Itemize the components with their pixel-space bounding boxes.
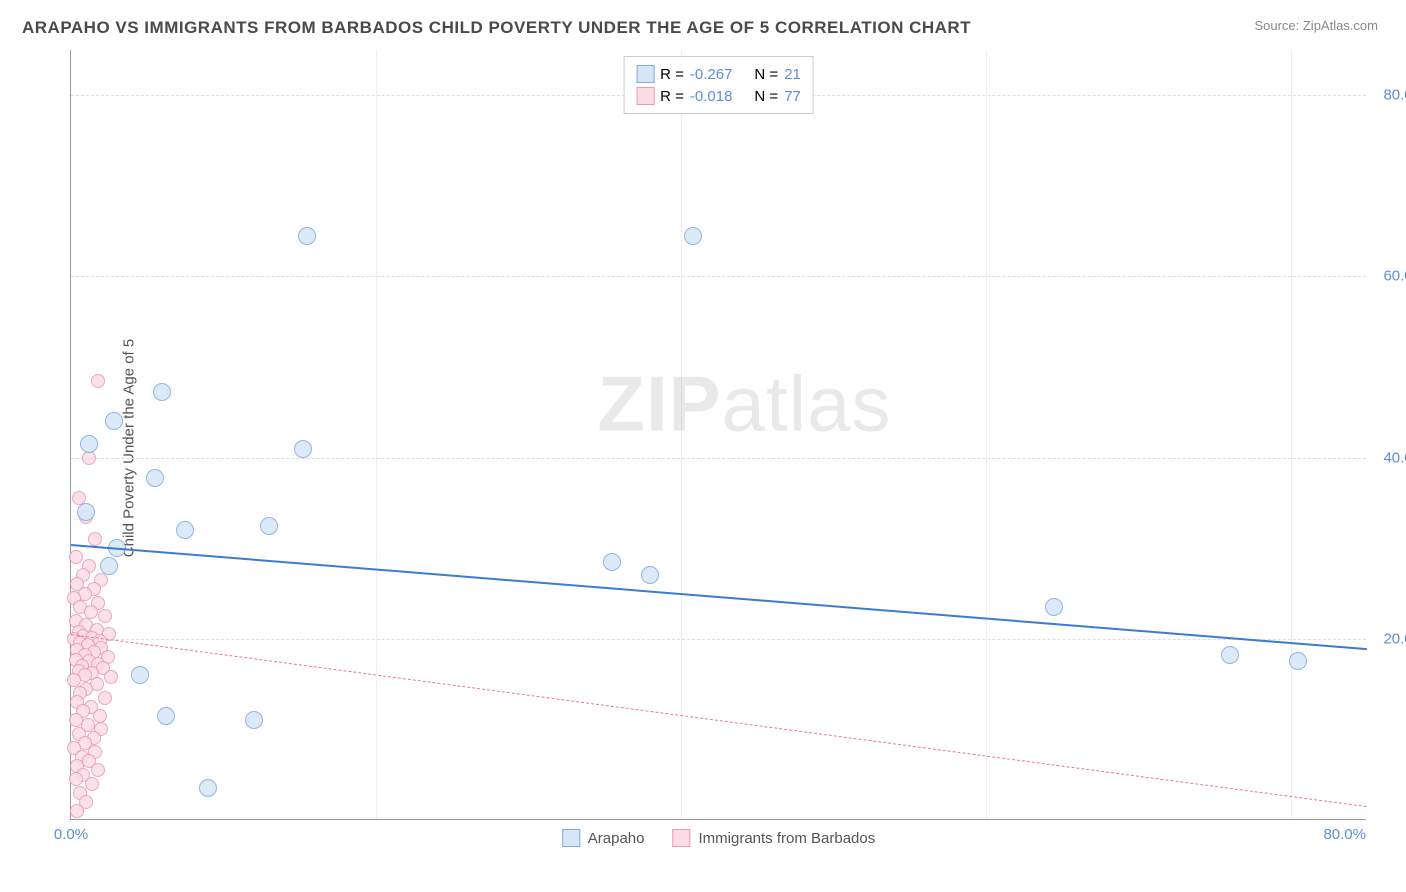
scatter-point-arapaho xyxy=(77,503,95,521)
legend-swatch-barbados xyxy=(672,829,690,847)
swatch-arapaho xyxy=(636,65,654,83)
scatter-point-arapaho xyxy=(1289,652,1307,670)
n-label-b: N = xyxy=(754,88,778,105)
r-label-a: R = xyxy=(660,66,684,83)
scatter-point-arapaho xyxy=(260,517,278,535)
scatter-point-barbados xyxy=(84,605,98,619)
legend-label-barbados: Immigrants from Barbados xyxy=(698,830,875,847)
chart-title: ARAPAHO VS IMMIGRANTS FROM BARBADOS CHIL… xyxy=(22,18,971,38)
gridline xyxy=(71,639,1366,640)
series-legend: Arapaho Immigrants from Barbados xyxy=(562,829,875,847)
scatter-point-barbados xyxy=(67,673,81,687)
scatter-point-barbados xyxy=(70,804,84,818)
y-tick-label: 20.0% xyxy=(1383,630,1406,647)
scatter-point-arapaho xyxy=(153,383,171,401)
scatter-point-barbados xyxy=(104,670,118,684)
legend-swatch-arapaho xyxy=(562,829,580,847)
y-tick-label: 40.0% xyxy=(1383,449,1406,466)
scatter-point-arapaho xyxy=(131,666,149,684)
scatter-point-arapaho xyxy=(157,707,175,725)
scatter-point-barbados xyxy=(98,609,112,623)
watermark: ZIPatlas xyxy=(597,358,891,449)
scatter-point-arapaho xyxy=(245,711,263,729)
y-tick-label: 60.0% xyxy=(1383,268,1406,285)
y-tick-label: 80.0% xyxy=(1383,87,1406,104)
scatter-point-barbados xyxy=(91,763,105,777)
source-name: ZipAtlas.com xyxy=(1303,18,1378,33)
scatter-point-arapaho xyxy=(100,557,118,575)
source-label: Source: xyxy=(1254,18,1302,33)
scatter-point-arapaho xyxy=(294,440,312,458)
watermark-light: atlas xyxy=(722,359,892,447)
gridline xyxy=(71,458,1366,459)
legend-label-arapaho: Arapaho xyxy=(588,830,645,847)
r-value-b: -0.018 xyxy=(690,88,733,105)
r-label-b: R = xyxy=(660,88,684,105)
scatter-point-arapaho xyxy=(80,435,98,453)
watermark-bold: ZIP xyxy=(597,359,721,447)
scatter-point-barbados xyxy=(93,709,107,723)
scatter-point-arapaho xyxy=(1045,598,1063,616)
trendline-arapaho xyxy=(71,544,1367,650)
vgridline xyxy=(681,50,682,819)
chart-container: Child Poverty Under the Age of 5 ZIPatla… xyxy=(50,50,1386,846)
scatter-point-arapaho xyxy=(684,227,702,245)
correlation-legend: R = -0.267 N = 21 R = -0.018 N = 77 xyxy=(623,56,814,114)
scatter-point-barbados xyxy=(91,374,105,388)
scatter-point-barbados xyxy=(98,691,112,705)
n-label-a: N = xyxy=(754,66,778,83)
plot-area: ZIPatlas R = -0.267 N = 21 R = -0.018 N … xyxy=(70,50,1366,820)
r-value-a: -0.267 xyxy=(690,66,733,83)
legend-row-arapaho: R = -0.267 N = 21 xyxy=(636,63,801,85)
chart-header: ARAPAHO VS IMMIGRANTS FROM BARBADOS CHIL… xyxy=(0,0,1406,46)
scatter-point-arapaho xyxy=(603,553,621,571)
vgridline xyxy=(1291,50,1292,819)
scatter-point-arapaho xyxy=(1221,646,1239,664)
source-attribution: Source: ZipAtlas.com xyxy=(1254,18,1378,33)
n-value-b: 77 xyxy=(784,88,801,105)
legend-item-barbados: Immigrants from Barbados xyxy=(672,829,875,847)
scatter-point-arapaho xyxy=(146,469,164,487)
vgridline xyxy=(986,50,987,819)
scatter-point-barbados xyxy=(85,777,99,791)
vgridline xyxy=(376,50,377,819)
scatter-point-arapaho xyxy=(199,779,217,797)
n-value-a: 21 xyxy=(784,66,801,83)
swatch-barbados xyxy=(636,87,654,105)
scatter-point-barbados xyxy=(69,550,83,564)
legend-row-barbados: R = -0.018 N = 77 xyxy=(636,85,801,107)
trendline-barbados xyxy=(71,634,1367,807)
x-tick-right: 80.0% xyxy=(1323,826,1366,843)
scatter-point-barbados xyxy=(69,772,83,786)
scatter-point-arapaho xyxy=(176,521,194,539)
scatter-point-arapaho xyxy=(298,227,316,245)
legend-item-arapaho: Arapaho xyxy=(562,829,645,847)
gridline xyxy=(71,276,1366,277)
scatter-point-arapaho xyxy=(641,566,659,584)
scatter-point-barbados xyxy=(88,532,102,546)
scatter-point-arapaho xyxy=(105,412,123,430)
x-tick-left: 0.0% xyxy=(54,826,88,843)
